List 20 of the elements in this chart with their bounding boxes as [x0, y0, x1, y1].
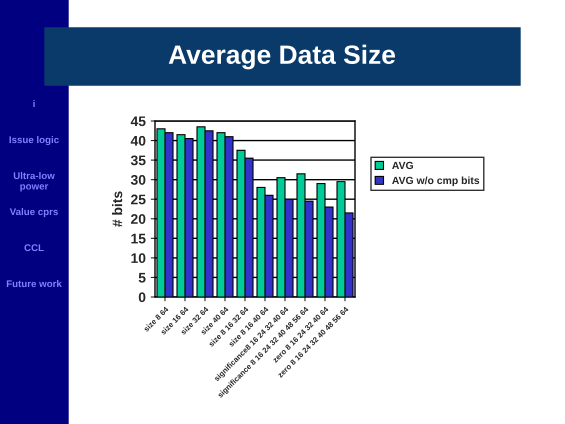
y-tick-label: 25: [131, 194, 146, 204]
chart-title: Average Data Size: [168, 44, 396, 70]
y-tick-label: 5: [138, 272, 146, 283]
text: i: [33, 100, 35, 108]
legend-label: AVG: [392, 162, 413, 170]
y-tick-label: 45: [130, 116, 146, 126]
y-tick-label: 10: [131, 253, 146, 264]
y-tick-label: 20: [131, 214, 146, 224]
y-tick-label: 0: [138, 292, 146, 302]
y-tick-label: 15: [131, 234, 146, 244]
legend-label: AVG w/o cmp bits: [392, 176, 480, 186]
text: CCL: [24, 244, 44, 252]
text: Future work: [6, 280, 62, 288]
y-tick-label: 30: [130, 175, 146, 185]
text: Ultra-low power: [14, 172, 55, 192]
text: Value cprs: [10, 208, 58, 218]
y-axis-title: # bits: [112, 191, 122, 227]
y-tick-label: 35: [130, 155, 146, 166]
text: Issue logic: [10, 136, 59, 146]
y-tick-label: 40: [130, 136, 146, 146]
